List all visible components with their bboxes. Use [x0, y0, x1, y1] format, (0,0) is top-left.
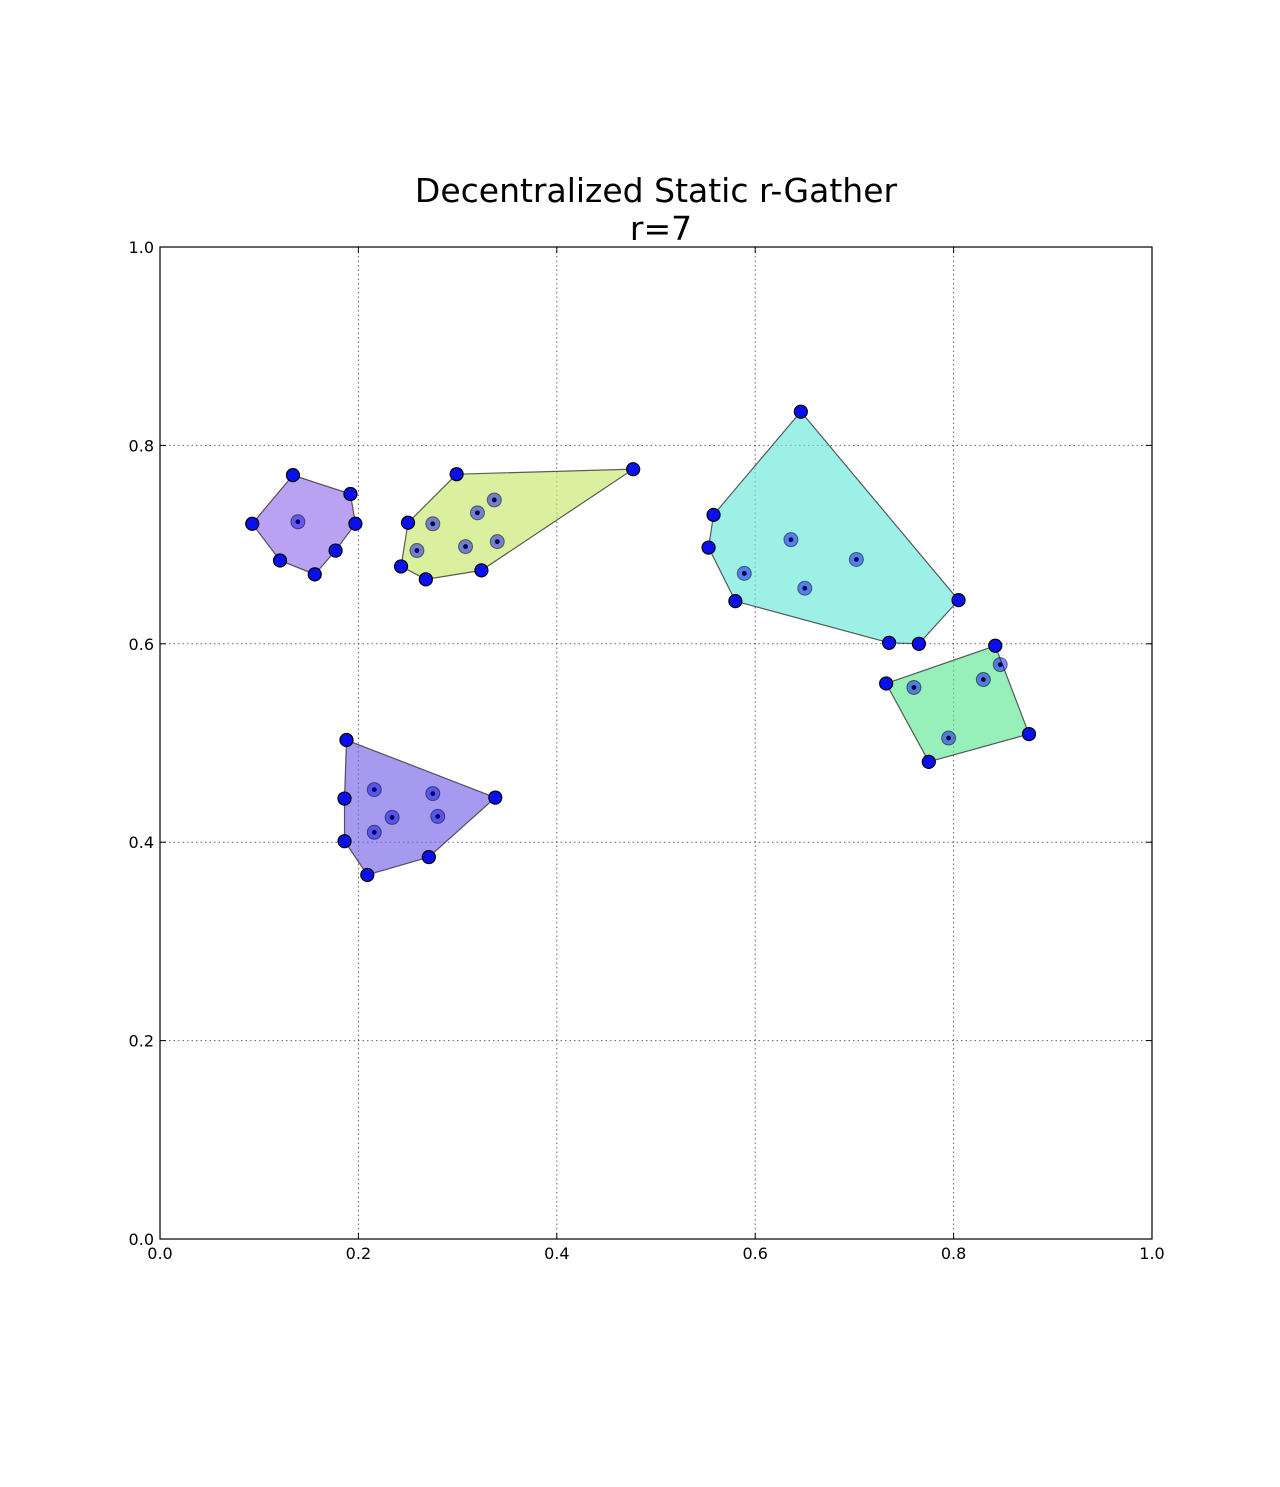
interior-point-center — [853, 557, 859, 562]
y-tick-label: 0.2 — [129, 1032, 154, 1051]
interior-point-center — [295, 519, 301, 525]
hull-point — [285, 468, 301, 483]
plot-frame — [159, 246, 1153, 1240]
y-tick-label: 1.0 — [129, 238, 154, 257]
y-tick-label: 0.4 — [129, 833, 154, 852]
y-tick-label: 0.6 — [129, 635, 154, 654]
hull-point — [706, 507, 721, 522]
hull-point — [474, 563, 489, 578]
chart-subtitle: r=7 — [630, 209, 692, 248]
hull-point — [393, 559, 409, 574]
interior-point-center — [741, 570, 747, 576]
hull-point — [337, 791, 352, 806]
hull-point — [343, 486, 358, 502]
y-tick-label: 0.0 — [129, 1230, 154, 1249]
interior-point-center — [435, 814, 441, 819]
x-tick-label: 0.2 — [346, 1244, 371, 1263]
interior-point-center — [788, 537, 794, 543]
hull-point — [400, 515, 416, 530]
x-tick-label: 0.0 — [147, 1244, 172, 1263]
hull-point — [449, 467, 464, 482]
x-tick-label: 0.6 — [742, 1244, 767, 1263]
x-tick-label: 0.8 — [941, 1244, 966, 1263]
hull-point — [882, 635, 897, 650]
hull-point — [911, 636, 926, 651]
hull-point — [728, 594, 743, 609]
interior-point-center — [802, 585, 808, 591]
hull-point — [421, 849, 436, 865]
hull-point — [488, 790, 503, 805]
hull-point — [307, 567, 322, 582]
interior-point-center — [430, 521, 436, 527]
hull-point — [626, 462, 641, 477]
y-tick-label: 0.8 — [129, 436, 154, 455]
hull-point — [793, 404, 808, 419]
cluster-hulls — [251, 410, 1030, 876]
hull-point — [921, 754, 936, 769]
hull-point — [879, 676, 894, 691]
interior-point-center — [371, 787, 377, 793]
data-points — [245, 404, 1037, 883]
hull-point — [360, 867, 375, 883]
interior-point-center — [997, 662, 1003, 668]
interior-point-center — [494, 539, 500, 545]
hull-point — [245, 516, 260, 531]
interior-point-center — [911, 685, 917, 690]
x-tick-label: 1.0 — [1139, 1244, 1164, 1263]
interior-point-center — [371, 829, 377, 835]
interior-point-center — [946, 735, 952, 741]
x-tick-label: 0.4 — [544, 1244, 569, 1263]
interior-point-center — [980, 677, 986, 682]
hull-point — [701, 540, 716, 555]
hull-point — [418, 572, 433, 587]
grid — [160, 247, 1152, 1239]
interior-point-center — [463, 544, 468, 549]
hull-point — [272, 553, 288, 568]
axis-ticks: 0.0 0.2 0.4 0.6 0.8 1.0 0.0 0.2 0.4 0.6 0.8 1.0 — [129, 238, 1165, 1263]
hull-point — [328, 543, 343, 558]
hull-point — [1021, 726, 1037, 742]
cluster-hull — [343, 739, 497, 876]
hull-point — [337, 834, 352, 849]
hull-point — [339, 732, 354, 748]
interior-point-center — [389, 815, 395, 820]
cluster-hull — [707, 410, 960, 645]
interior-point-center — [414, 548, 420, 553]
interior-point-center — [430, 791, 436, 796]
hull-point — [951, 593, 966, 608]
hull-point — [988, 638, 1003, 653]
interior-point-center — [475, 510, 480, 516]
interior-point-center — [491, 497, 497, 503]
hull-point — [348, 516, 363, 531]
chart-title: Decentralized Static r-Gather — [415, 171, 898, 210]
